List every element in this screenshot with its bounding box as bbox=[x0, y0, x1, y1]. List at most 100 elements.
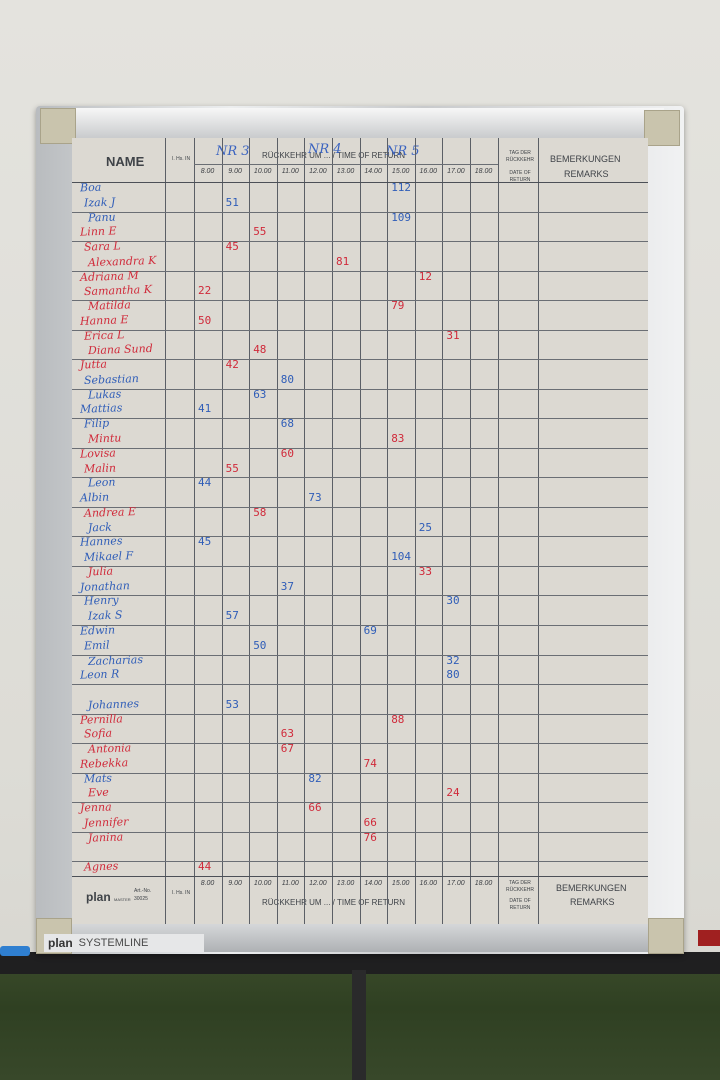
return-value: 74 bbox=[363, 756, 377, 770]
person-name: Lovisa bbox=[79, 446, 117, 461]
person-name: Matilda bbox=[87, 298, 132, 313]
row-divider bbox=[72, 743, 648, 745]
return-value: 76 bbox=[363, 830, 377, 844]
return-value: 83 bbox=[391, 432, 405, 446]
person-name: Lukas bbox=[87, 387, 122, 402]
grid-column-line bbox=[194, 138, 195, 924]
footer-remarks: REMARKS bbox=[570, 897, 615, 907]
row-divider bbox=[72, 772, 648, 774]
hour-label: 13.00 bbox=[336, 168, 355, 175]
return-value: 66 bbox=[363, 815, 377, 829]
person-name: Jack bbox=[87, 520, 113, 535]
person-name: Izak J bbox=[83, 195, 116, 210]
return-value: 81 bbox=[336, 254, 350, 268]
grid-column-line bbox=[304, 138, 306, 924]
grid-column-line bbox=[387, 138, 389, 924]
row-divider bbox=[72, 624, 648, 626]
handwritten-nr3: NR 3 bbox=[216, 144, 250, 159]
return-value: 57 bbox=[225, 609, 239, 623]
return-value: 63 bbox=[253, 387, 267, 401]
footer-brand: plan MASTER bbox=[86, 890, 131, 904]
whiteboard-stand-bar bbox=[0, 952, 720, 974]
hour-subheader-rule bbox=[194, 164, 498, 165]
return-value: 73 bbox=[308, 491, 322, 505]
footer-art-no: 30025 bbox=[134, 896, 148, 902]
return-value: 22 bbox=[198, 284, 212, 298]
hour-label: 16.00 bbox=[419, 880, 438, 887]
person-name: Antonia bbox=[87, 741, 132, 756]
person-name: Julia bbox=[87, 564, 114, 579]
header-rule bbox=[72, 876, 648, 877]
hour-label: 17.00 bbox=[447, 880, 465, 887]
person-name: Hanna E bbox=[79, 313, 129, 328]
row-divider bbox=[72, 477, 648, 479]
hour-label: 14.00 bbox=[364, 880, 382, 887]
person-name: Izak S bbox=[87, 608, 123, 623]
row-divider bbox=[72, 713, 648, 715]
person-name: Sebastian bbox=[83, 371, 140, 387]
date-of-return-header: DATE OF RETURN bbox=[509, 170, 531, 183]
person-name: Zacharias bbox=[87, 652, 144, 668]
return-value: 30 bbox=[446, 594, 460, 608]
grid-column-line bbox=[249, 138, 251, 924]
hour-label: 10.00 bbox=[253, 880, 272, 887]
person-name: Sara L bbox=[83, 239, 121, 254]
return-value: 104 bbox=[391, 550, 412, 564]
row-divider bbox=[72, 565, 648, 567]
in-house-header: I. Hs. IN bbox=[172, 156, 191, 162]
row-divider bbox=[72, 329, 648, 331]
return-value: 80 bbox=[446, 668, 460, 682]
return-value: 45 bbox=[225, 240, 239, 254]
return-value: 55 bbox=[225, 461, 239, 475]
hour-label: 16.00 bbox=[419, 168, 438, 175]
person-name: Jutta bbox=[79, 357, 108, 372]
person-name: Boa bbox=[79, 180, 102, 195]
header-rule bbox=[72, 182, 648, 183]
grid-column-line bbox=[165, 138, 166, 924]
return-value: 51 bbox=[225, 195, 239, 209]
row-divider bbox=[72, 241, 648, 243]
return-value: 88 bbox=[391, 712, 405, 726]
hour-label: 15.00 bbox=[391, 880, 410, 887]
frame-corner bbox=[644, 110, 680, 146]
hour-label: 12.00 bbox=[309, 880, 327, 887]
return-value: 50 bbox=[253, 638, 267, 652]
grid-column-line bbox=[221, 138, 223, 924]
row-divider bbox=[72, 270, 648, 272]
person-name: Erica L bbox=[83, 327, 125, 343]
hour-label: 9.00 bbox=[228, 880, 242, 887]
person-name: Agnes bbox=[83, 859, 119, 874]
person-name: Jonathan bbox=[79, 578, 131, 594]
grid-column-line bbox=[332, 138, 333, 924]
person-name: Emil bbox=[83, 638, 110, 653]
person-name: Mattias bbox=[79, 401, 123, 417]
return-value: 53 bbox=[225, 697, 239, 711]
person-name: Pernilla bbox=[79, 711, 124, 727]
row-divider bbox=[72, 211, 648, 213]
footer-date-of-return: DATE OF RETURN bbox=[509, 898, 531, 911]
footer-bemerkungen: BEMERKUNGEN bbox=[556, 883, 627, 893]
person-name: Diana Sund bbox=[87, 342, 153, 358]
return-time-header: RÜCKKEHR UM ... / TIME OF RETURN bbox=[262, 151, 405, 160]
return-value: 79 bbox=[391, 299, 405, 313]
frame-corner bbox=[40, 108, 76, 144]
return-value: 60 bbox=[280, 446, 295, 460]
grid-column-line bbox=[276, 138, 278, 924]
return-value: 80 bbox=[280, 372, 295, 386]
return-value: 67 bbox=[280, 742, 295, 756]
hour-label: 18.00 bbox=[474, 880, 493, 887]
row-divider bbox=[72, 536, 648, 538]
hour-label: 11.00 bbox=[281, 168, 299, 175]
return-value: 24 bbox=[446, 786, 460, 800]
return-value: 50 bbox=[198, 313, 212, 327]
person-name: Leon bbox=[87, 475, 116, 490]
person-name: Jenna bbox=[79, 800, 112, 815]
person-name: Johannes bbox=[87, 696, 140, 712]
footer-brand-name: plan bbox=[86, 890, 111, 904]
grid-column-line bbox=[537, 138, 539, 924]
footer-brand-sub: MASTER bbox=[114, 897, 131, 902]
grid-column-line bbox=[414, 138, 416, 924]
return-value: 63 bbox=[280, 727, 295, 741]
planning-board: NAME I. Hs. IN RÜCKKEHR UM ... / TIME OF… bbox=[72, 138, 648, 924]
person-name: Janina bbox=[87, 830, 124, 845]
